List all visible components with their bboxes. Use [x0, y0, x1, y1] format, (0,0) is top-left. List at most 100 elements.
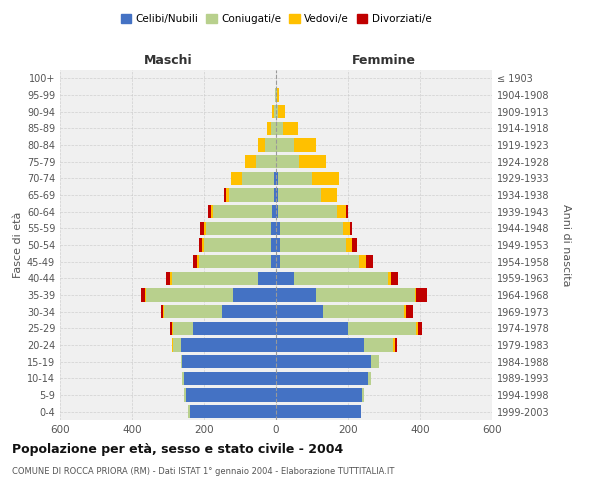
Bar [271, 255, 276, 268]
Bar [184, 372, 276, 385]
Text: Maschi: Maschi [143, 54, 193, 66]
Bar [145, 288, 146, 302]
Bar [146, 288, 233, 302]
Bar [197, 255, 199, 268]
Bar [404, 305, 406, 318]
Bar [161, 305, 163, 318]
Bar [364, 338, 393, 351]
Bar [323, 305, 404, 318]
Bar [275, 88, 276, 102]
Bar [346, 238, 352, 252]
Bar [280, 255, 359, 268]
Bar [276, 205, 278, 218]
Bar [211, 205, 213, 218]
Bar [276, 355, 371, 368]
Bar [164, 305, 222, 318]
Bar [245, 155, 256, 168]
Bar [280, 238, 346, 252]
Bar [276, 388, 362, 402]
Bar [274, 105, 276, 118]
Bar [184, 388, 186, 402]
Bar [276, 272, 294, 285]
Bar [181, 338, 276, 351]
Bar [222, 305, 276, 318]
Bar [172, 322, 173, 335]
Bar [233, 288, 276, 302]
Bar [276, 372, 368, 385]
Bar [199, 238, 202, 252]
Bar [276, 405, 361, 418]
Bar [200, 222, 204, 235]
Bar [224, 188, 226, 202]
Bar [170, 272, 172, 285]
Bar [265, 138, 276, 151]
Bar [418, 322, 422, 335]
Bar [406, 305, 413, 318]
Bar [190, 405, 276, 418]
Bar [208, 205, 211, 218]
Bar [276, 88, 277, 102]
Bar [181, 355, 182, 368]
Text: COMUNE DI ROCCA PRIORA (RM) - Dati ISTAT 1° gennaio 2004 - Elaborazione TUTTITAL: COMUNE DI ROCCA PRIORA (RM) - Dati ISTAT… [12, 468, 394, 476]
Legend: Celibi/Nubili, Coniugati/e, Vedovi/e, Divorziati/e: Celibi/Nubili, Coniugati/e, Vedovi/e, Di… [116, 10, 436, 29]
Bar [163, 305, 164, 318]
Y-axis label: Fasce di età: Fasce di età [13, 212, 23, 278]
Bar [173, 338, 181, 351]
Bar [226, 188, 229, 202]
Bar [343, 222, 350, 235]
Bar [346, 205, 348, 218]
Bar [276, 322, 348, 335]
Bar [280, 222, 343, 235]
Bar [274, 172, 276, 185]
Bar [415, 288, 416, 302]
Y-axis label: Anni di nascita: Anni di nascita [561, 204, 571, 286]
Bar [199, 255, 271, 268]
Bar [213, 205, 272, 218]
Bar [276, 138, 294, 151]
Bar [229, 188, 274, 202]
Bar [299, 155, 326, 168]
Bar [271, 238, 276, 252]
Bar [278, 172, 312, 185]
Bar [278, 105, 285, 118]
Bar [271, 122, 276, 135]
Bar [276, 255, 280, 268]
Bar [276, 122, 283, 135]
Bar [166, 272, 170, 285]
Bar [395, 338, 397, 351]
Bar [267, 122, 271, 135]
Bar [294, 272, 388, 285]
Bar [276, 188, 278, 202]
Bar [391, 272, 398, 285]
Bar [271, 222, 276, 235]
Bar [188, 405, 190, 418]
Bar [321, 188, 337, 202]
Bar [256, 155, 276, 168]
Bar [362, 388, 364, 402]
Bar [388, 272, 391, 285]
Bar [172, 338, 173, 351]
Bar [294, 138, 316, 151]
Bar [272, 105, 274, 118]
Text: Femmine: Femmine [352, 54, 416, 66]
Bar [283, 122, 298, 135]
Bar [231, 172, 242, 185]
Bar [371, 355, 379, 368]
Bar [276, 238, 280, 252]
Bar [276, 338, 364, 351]
Bar [193, 322, 276, 335]
Bar [272, 205, 276, 218]
Bar [337, 205, 346, 218]
Bar [202, 238, 204, 252]
Bar [204, 238, 271, 252]
Bar [359, 255, 366, 268]
Bar [182, 372, 184, 385]
Bar [204, 222, 206, 235]
Bar [206, 222, 271, 235]
Bar [276, 305, 323, 318]
Bar [274, 188, 276, 202]
Text: Popolazione per età, sesso e stato civile - 2004: Popolazione per età, sesso e stato civil… [12, 442, 343, 456]
Bar [278, 205, 337, 218]
Bar [186, 388, 276, 402]
Bar [276, 288, 316, 302]
